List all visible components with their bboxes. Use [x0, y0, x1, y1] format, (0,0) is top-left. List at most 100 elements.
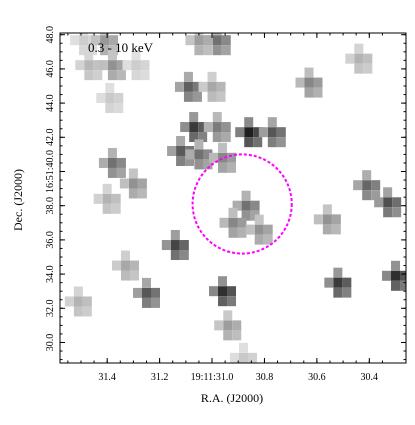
image-pixel — [102, 203, 112, 214]
image-pixel — [212, 35, 222, 46]
image-pixel — [121, 250, 131, 261]
image-pixel — [207, 91, 217, 102]
image-pixel — [229, 352, 239, 363]
image-pixel — [180, 122, 190, 133]
pixel-cluster — [174, 71, 202, 102]
image-pixel — [140, 60, 150, 71]
image-pixel — [245, 224, 255, 235]
image-pixel — [244, 137, 254, 148]
image-pixel — [322, 204, 332, 215]
image-pixel — [179, 240, 189, 251]
image-pixel — [198, 81, 208, 92]
pixel-cluster — [185, 139, 213, 170]
image-pixel — [98, 60, 108, 71]
image-pixel — [116, 70, 126, 81]
image-pixel — [228, 217, 238, 228]
image-pixel — [267, 117, 277, 128]
image-pixel — [142, 287, 151, 298]
image-pixel — [102, 193, 112, 204]
image-pixel — [218, 276, 228, 287]
pixel-layer — [64, 33, 406, 363]
image-pixel — [371, 190, 381, 201]
image-pixel — [64, 296, 74, 307]
image-pixel — [267, 127, 277, 138]
image-pixel — [363, 53, 373, 64]
image-pixel — [130, 270, 140, 281]
image-pixel — [241, 210, 251, 221]
image-pixel — [221, 35, 231, 46]
image-pixel — [176, 155, 186, 166]
source-region-circle — [191, 153, 293, 255]
y-tick-label: 48.0 — [45, 26, 56, 44]
image-pixel — [221, 122, 231, 133]
image-pixel — [214, 320, 224, 331]
image-pixel — [194, 45, 204, 56]
image-pixel — [244, 117, 254, 128]
image-pixel — [228, 207, 238, 218]
y-tick-label: 32.0 — [45, 300, 56, 318]
image-pixel — [392, 207, 402, 218]
image-pixel — [203, 122, 213, 133]
image-pixel — [342, 287, 352, 298]
image-pixel — [342, 277, 352, 288]
image-pixel — [142, 297, 151, 308]
image-pixel — [96, 92, 106, 103]
x-axis-label: R.A. (J2000) — [201, 391, 263, 405]
image-pixel — [250, 200, 260, 211]
image-pixel — [93, 70, 103, 81]
image-pixel — [353, 180, 363, 191]
image-pixel — [116, 60, 126, 71]
image-pixel — [304, 67, 314, 78]
x-tick-label: 31.4 — [98, 372, 116, 383]
image-pixel — [232, 330, 242, 341]
pixel-cluster — [219, 207, 247, 238]
pixel-cluster — [209, 276, 237, 307]
pixel-cluster — [313, 204, 341, 235]
image-pixel — [82, 296, 92, 307]
image-pixel — [93, 60, 103, 71]
pixel-cluster — [374, 187, 402, 218]
image-pixel — [109, 35, 119, 46]
image-pixel — [73, 306, 83, 317]
image-pixel — [313, 77, 323, 88]
image-pixel — [227, 152, 237, 163]
image-pixel — [112, 260, 122, 271]
image-pixel — [161, 240, 171, 251]
image-pixel — [203, 159, 213, 170]
tick-layer: 31.4 31.2 19:11:31.0 30.8 30.6 30.4 30.0 32.0 34… — [45, 26, 406, 383]
image-pixel — [91, 35, 101, 46]
image-pixel — [121, 270, 131, 281]
y-tick-label: 46.0 — [45, 60, 56, 78]
y-tick-label: 16:51:40.0 — [45, 150, 56, 193]
image-pixel — [84, 70, 94, 81]
image-pixel — [227, 286, 237, 297]
image-pixel — [218, 142, 228, 153]
image-pixel — [223, 320, 233, 331]
image-pixel — [235, 127, 245, 138]
image-pixel — [218, 296, 228, 307]
image-pixel — [374, 197, 384, 208]
image-pixel — [189, 132, 199, 143]
image-pixel — [73, 296, 83, 307]
image-pixel — [223, 330, 233, 341]
image-pixel — [254, 224, 264, 235]
pixel-cluster — [295, 67, 323, 98]
image-pixel — [383, 207, 393, 218]
pixel-cluster — [245, 214, 273, 245]
image-pixel — [207, 71, 217, 82]
image-pixel — [304, 77, 314, 88]
image-pixel — [232, 200, 242, 211]
image-pixel — [392, 197, 402, 208]
image-pixel — [354, 43, 364, 54]
image-pixel — [218, 162, 228, 173]
pixel-cluster — [235, 117, 263, 148]
pixel-cluster — [180, 112, 208, 143]
image-pixel — [313, 87, 323, 98]
image-pixel — [263, 224, 273, 235]
x-tick-label: 19:11:31.0 — [191, 372, 234, 383]
image-pixel — [383, 197, 393, 208]
image-pixel — [362, 190, 372, 201]
image-pixel — [391, 270, 401, 281]
image-pixel — [116, 157, 126, 168]
x-tick-label: 30.8 — [256, 372, 274, 383]
